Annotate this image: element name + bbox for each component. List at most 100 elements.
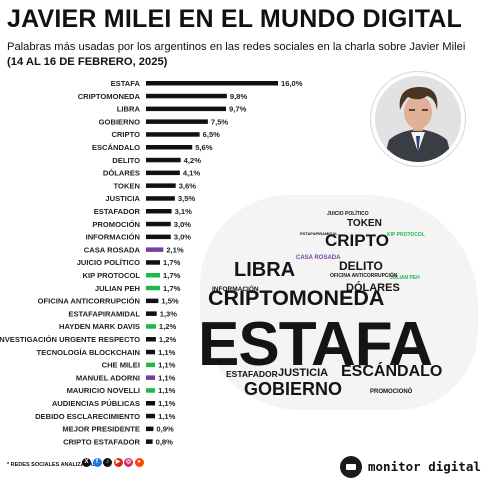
bar-category-label: ESTAFADOR: [94, 207, 141, 216]
bar-value-label: 9,7%: [229, 105, 247, 114]
youtube-icon: ▶: [113, 458, 123, 467]
bar-value-label: 16,0%: [281, 79, 303, 88]
bar-category-label: MANUEL ADORNI: [76, 373, 140, 382]
bar-chart: ESTAFA 16,0% CRIPTOMONEDA 9,8% LIBRA 9,7% GOBI…: [0, 79, 303, 446]
bar: [146, 388, 156, 393]
facebook-icon: f: [92, 458, 102, 467]
word-cloud-term: ESTAFAPIRAMIDAL: [300, 231, 338, 236]
bar-value-label: 3,5%: [178, 194, 196, 203]
bar-value-label: 1,2%: [159, 335, 177, 344]
reddit-icon: ●: [134, 458, 144, 467]
bar-value-label: 6,5%: [203, 130, 221, 139]
bar: [146, 362, 156, 368]
bar-value-label: 1,1%: [158, 412, 176, 421]
bar-category-label: AUDIENCIAS PÚBLICAS: [52, 399, 140, 408]
bar: [146, 145, 193, 150]
bar: [146, 247, 164, 252]
bar: [146, 311, 157, 316]
word-cloud-term: OFICINA ANTICORRUPCIÓN: [330, 273, 398, 279]
bar: [146, 375, 156, 380]
bar-category-label: CASA ROSADA: [84, 245, 141, 254]
bar-value-label: 0,9%: [156, 425, 174, 434]
bar: [146, 324, 156, 329]
bar-category-label: CRIPTOMONEDA: [78, 92, 141, 101]
bar-value-label: 4,2%: [184, 156, 202, 165]
page-title: JAVIER MILEI EN EL MUNDO DIGITAL: [7, 5, 463, 33]
word-cloud-term: CRIPTOMONEDA: [208, 286, 385, 310]
bar-category-label: DÓLARES: [103, 169, 140, 178]
bar-value-label: 5,6%: [195, 143, 213, 152]
bar-category-label: ESTAFAPIRAMIDAL: [68, 309, 140, 318]
word-cloud-term: CASA ROSADA: [296, 255, 341, 261]
word-cloud-background: [200, 195, 478, 410]
bar: [146, 106, 227, 112]
bar: [146, 119, 208, 124]
bar-value-label: 4,1%: [183, 169, 201, 178]
bar: [146, 349, 156, 355]
bar-category-label: ESCÁNDALO: [92, 143, 140, 152]
bar-category-label: INFORMACIÓN: [86, 233, 140, 242]
monitor-digital-logo: [340, 456, 362, 478]
word-cloud-term: ESTAFADOR: [226, 369, 278, 379]
bar: [146, 298, 159, 304]
bar-value-label: 0,8%: [156, 437, 174, 446]
bar: [146, 132, 200, 137]
word-cloud-term: KIP PROTOCOL: [387, 232, 425, 238]
bar-category-label: DELITO: [112, 156, 140, 165]
bar: [146, 285, 161, 291]
bar-category-label: ESTAFA: [111, 79, 141, 88]
bar: [146, 93, 227, 99]
bar-value-label: 1,7%: [163, 258, 181, 267]
bar: [146, 221, 171, 227]
word-cloud-term: LIBRA: [234, 259, 296, 281]
word-cloud-term: DELITO: [339, 259, 383, 273]
bar-category-label: OFICINA ANTICORRUPCIÓN: [38, 297, 140, 306]
x-icon: X: [82, 458, 91, 467]
word-cloud-term: JUSTICIA: [278, 367, 329, 379]
bar-value-label: 1,1%: [158, 399, 176, 408]
bar: [146, 157, 181, 163]
word-cloud-term: CRIPTO: [325, 231, 389, 250]
social-networks-note: * REDES SOCIALES ANALIZADAS: [7, 462, 97, 468]
word-cloud-term: INFORMACIÓN: [212, 286, 259, 293]
bar: [146, 234, 171, 240]
word-cloud-term: DÓLARES: [346, 282, 400, 294]
bar: [146, 196, 175, 201]
bar-value-label: 7,5%: [211, 117, 229, 126]
page-subtitle: Palabras más usadas por los argentinos e…: [7, 41, 466, 53]
milei-portrait: [375, 76, 461, 162]
bar: [146, 170, 180, 176]
bar: [146, 260, 161, 265]
bar: [146, 273, 161, 278]
bar-value-label: 3,1%: [175, 207, 193, 216]
bar-value-label: 3,0%: [174, 233, 192, 242]
bar: [146, 81, 278, 86]
bar: [146, 209, 172, 214]
word-cloud-term: ESCÁNDALO: [341, 363, 443, 380]
bar-category-label: JUSTICIA: [105, 194, 140, 203]
word-cloud-term: ESTAFA: [198, 310, 433, 379]
bar-value-label: 1,7%: [163, 284, 181, 293]
bar-category-label: CRIPTO ESTAFADOR: [63, 437, 140, 446]
word-cloud-term: TOKEN: [347, 218, 382, 229]
tiktok-icon: ♪: [103, 458, 112, 467]
bar-category-label: TOKEN: [114, 181, 140, 190]
bar-category-label: CHE MILEI: [102, 361, 140, 370]
bar-category-label: GOBIERNO: [99, 117, 140, 126]
bar-category-label: MEJOR PRESIDENTE: [62, 425, 140, 434]
bar-category-label: LIBRA: [117, 105, 141, 114]
bar-category-label: PROMOCIÓN: [92, 220, 140, 229]
brand-name: monitor digital: [368, 459, 481, 474]
bar-category-label: DEBIDO ESCLARECIMIENTO: [35, 412, 140, 421]
bar-category-label: MAURICIO NOVELLI: [67, 386, 140, 395]
bar-value-label: 3,6%: [179, 181, 197, 190]
bar-value-label: 1,7%: [163, 271, 181, 280]
bar-value-label: 1,1%: [158, 361, 176, 370]
bar: [146, 439, 153, 444]
instagram-icon: ◎: [124, 458, 133, 467]
date-range: (14 AL 16 DE FEBRERO, 2025): [7, 56, 168, 68]
bar-value-label: 1,3%: [160, 309, 178, 318]
bar: [146, 401, 156, 406]
word-cloud-term: GOBIERNO: [244, 379, 343, 399]
